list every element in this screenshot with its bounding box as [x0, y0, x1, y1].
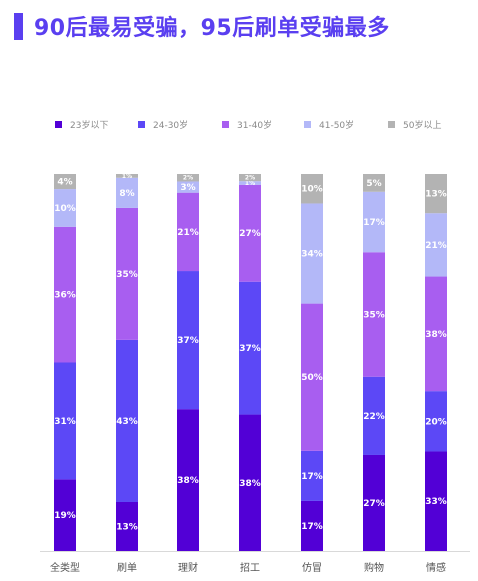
bar-segment: [54, 479, 76, 551]
data-label: 31%: [54, 417, 76, 427]
legend-swatch: [304, 121, 311, 128]
bar-segment: [301, 174, 323, 204]
bar-segment: [301, 450, 323, 501]
bar-segment: [177, 181, 199, 193]
bar-segment: [116, 174, 138, 178]
bar-segment: [116, 501, 138, 551]
data-label: 5%: [366, 179, 381, 189]
legend-swatch: [138, 121, 145, 128]
data-label: 21%: [425, 241, 447, 251]
category-label: 情感: [426, 561, 446, 574]
legend-item: 24-30岁: [138, 118, 188, 131]
legend-swatch: [388, 121, 395, 128]
legend-swatch: [55, 121, 62, 128]
data-label: 35%: [363, 310, 385, 320]
legend-item: 41-50岁: [304, 118, 354, 131]
bar-segment: [239, 414, 261, 551]
data-label: 35%: [116, 270, 138, 280]
data-label: 10%: [301, 185, 323, 195]
bar-segment: [425, 451, 447, 551]
legend-label: 23岁以下: [70, 121, 109, 131]
bar-segment: [54, 226, 76, 363]
bar-segment: [239, 174, 261, 182]
legend-label: 24-30岁: [153, 121, 189, 131]
bar-segment: [301, 500, 323, 551]
data-label: 2%: [245, 175, 255, 182]
data-label: 17%: [301, 472, 323, 482]
bar-segment: [116, 177, 138, 208]
bar-segment: [177, 409, 199, 551]
data-label: 17%: [301, 522, 323, 532]
bar-segment: [116, 207, 138, 340]
data-label: 38%: [425, 330, 447, 340]
data-label: 20%: [425, 417, 447, 427]
data-label: 37%: [239, 344, 261, 354]
data-label: 8%: [119, 189, 134, 199]
legend-label: 50岁以上: [403, 121, 442, 131]
legend-item: 23岁以下: [55, 118, 108, 131]
data-label: 27%: [363, 499, 385, 509]
bar-segment: [363, 252, 385, 377]
bar-segment: [177, 174, 199, 182]
bar-segment: [425, 276, 447, 392]
bar-segment: [54, 362, 76, 480]
data-label: 4%: [57, 178, 72, 188]
data-label: 17%: [363, 218, 385, 228]
legend-item: 50岁以上: [388, 118, 441, 131]
bar-segment: [363, 191, 385, 253]
data-label: 2%: [183, 175, 193, 182]
legend-label: 31-40岁: [237, 121, 273, 131]
bar-segment: [301, 203, 323, 304]
bar-segment: [363, 174, 385, 192]
bar-segment: [116, 339, 138, 502]
legend-label: 41-50岁: [319, 121, 355, 131]
bar-segment: [425, 391, 447, 452]
category-label: 招工: [240, 561, 260, 574]
data-label: 10%: [54, 204, 76, 214]
data-label: 1%: [245, 180, 255, 187]
legend-item: 31-40岁: [222, 118, 272, 131]
data-label: 13%: [425, 190, 447, 200]
data-label: 19%: [54, 511, 76, 521]
bar-segment: [363, 376, 385, 455]
data-label: 50%: [301, 373, 323, 383]
category-label: 购物: [364, 561, 384, 574]
data-label: 13%: [116, 522, 138, 532]
bar-segment: [177, 271, 199, 410]
data-label: 37%: [177, 336, 199, 346]
data-label: 21%: [177, 228, 199, 238]
data-label: 43%: [116, 417, 138, 427]
data-label: 22%: [363, 412, 385, 422]
legend: 23岁以下 24-30岁 31-40岁 41-50岁 50岁以上: [0, 118, 478, 134]
bar-segment: [239, 281, 261, 415]
bar-segment: [54, 174, 76, 190]
chart-title: 90后最易受骗，95后刷单受骗最多: [34, 16, 390, 41]
bar-segment: [54, 189, 76, 227]
data-label: 1%: [122, 173, 132, 180]
data-label: 38%: [239, 479, 261, 489]
bar-segment: [239, 181, 261, 185]
category-label: 仿冒: [302, 561, 322, 574]
bar-segment: [363, 454, 385, 551]
data-label: 34%: [301, 250, 323, 260]
data-label: 38%: [177, 476, 199, 486]
data-label: 36%: [54, 291, 76, 301]
category-label: 全类型: [50, 561, 80, 574]
category-label: 刷单: [117, 562, 137, 574]
bar-segment: [239, 184, 261, 282]
category-label: 理财: [178, 561, 198, 574]
legend-swatch: [222, 121, 229, 128]
bar-segment: [177, 192, 199, 272]
title-accent-bar: [14, 13, 23, 40]
bar-segment: [425, 174, 447, 214]
bar-segment: [301, 303, 323, 451]
data-label: 27%: [239, 229, 261, 239]
data-label: 3%: [180, 183, 195, 193]
data-label: 33%: [425, 497, 447, 507]
bar-segment: [425, 213, 447, 277]
